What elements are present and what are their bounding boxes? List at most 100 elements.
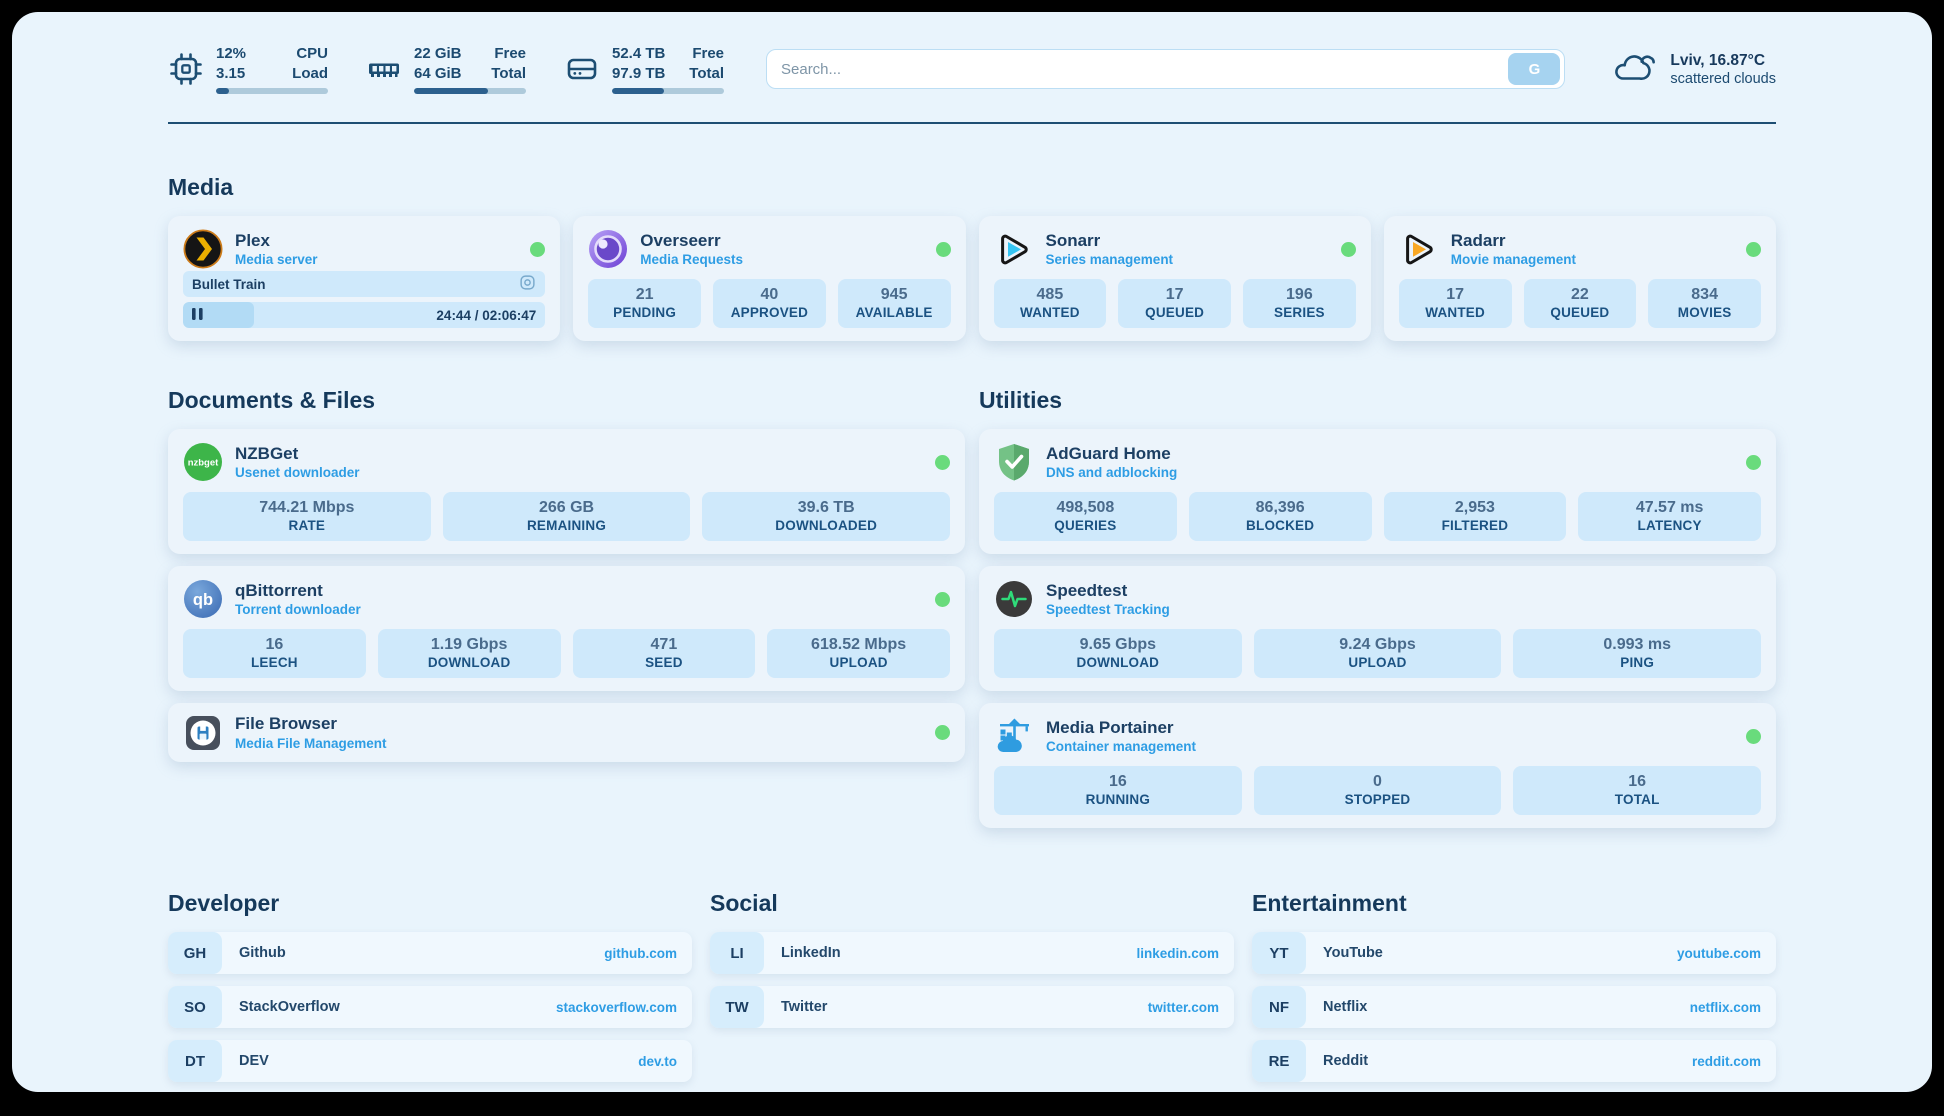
- app-card-sonarr: Sonarr Series management 485 WANTED 17 QUE…: [978, 216, 1371, 341]
- bookmark-linkedin[interactable]: LI LinkedIn linkedin.com: [710, 932, 1234, 974]
- app-card-speedtest: Speedtest Speedtest Tracking 9.65 Gbps DO…: [979, 566, 1776, 691]
- cpu-icon: [168, 51, 204, 87]
- stat-tile: 196 SERIES: [1243, 279, 1356, 328]
- bookmark-twitter[interactable]: TW Twitter twitter.com: [710, 986, 1234, 1028]
- svg-text:nzbget: nzbget: [188, 458, 219, 469]
- stat-tile: 485 WANTED: [993, 279, 1107, 328]
- memory-icon: [366, 51, 402, 87]
- radarr-icon: [1399, 229, 1439, 269]
- bookmark-abbr: DT: [168, 1040, 222, 1082]
- app-name: File Browser: [235, 714, 338, 734]
- bookmark-name: LinkedIn: [781, 945, 841, 961]
- disk-metric: 52.4 TB 97.9 TB Free Total: [564, 44, 724, 94]
- app-subtitle: Media Requests: [640, 252, 744, 268]
- now-playing-title: Bullet Train: [192, 276, 266, 292]
- bookmark-abbr: LI: [710, 932, 764, 974]
- header-divider: [168, 122, 1776, 124]
- bookmark-group-entertainment: Entertainment YT YouTube youtube.com NF …: [1252, 890, 1776, 1092]
- search-input[interactable]: [781, 60, 1509, 78]
- bookmark-abbr: SO: [168, 986, 222, 1028]
- app-link-qbittorrent[interactable]: qb qBittorrent Torrent downloader: [183, 579, 950, 619]
- stat-tile: 471 SEED: [572, 629, 756, 678]
- app-card-overseerr: Overseerr Media Requests 21 PENDING 40 APP…: [573, 216, 966, 341]
- app-link-adguard[interactable]: AdGuard Home DNS and adblocking: [994, 442, 1761, 482]
- memory-label-2: Total: [491, 64, 526, 82]
- bookmark-abbr: TW: [710, 986, 764, 1028]
- stat-tile: 17 WANTED: [1398, 279, 1512, 328]
- bookmark-stackoverflow[interactable]: SO StackOverflow stackoverflow.com: [168, 986, 692, 1028]
- stat-tile: 618.52 Mbps UPLOAD: [767, 629, 950, 678]
- stat-tile: 39.6 TB DOWNLOADED: [702, 492, 951, 541]
- bookmark-url[interactable]: reddit.com: [1691, 1053, 1761, 1069]
- weather-widget: Lviv, 16.87°C scattered clouds: [1611, 47, 1776, 92]
- app-card-portainer: Media Portainer Container management 16 R…: [979, 703, 1776, 828]
- app-link-speedtest[interactable]: Speedtest Speedtest Tracking: [994, 579, 1761, 619]
- status-dot: [1746, 454, 1761, 470]
- status-dot: [935, 241, 951, 257]
- memory-progress-bar: [414, 88, 526, 94]
- app-card-radarr: Radarr Movie management 17 WANTED 22 QUEUE…: [1383, 216, 1776, 341]
- stat-tile: 945 AVAILABLE: [837, 279, 951, 328]
- adguard-icon: [994, 442, 1034, 482]
- stat-tile: 1.19 Gbps DOWNLOAD: [377, 629, 561, 678]
- app-link-nzbget[interactable]: nzbget NZBGet Usenet downloader: [183, 442, 950, 482]
- bookmark-dev[interactable]: DT DEV dev.to: [168, 1040, 692, 1082]
- stat-tile: 16 RUNNING: [994, 766, 1242, 815]
- bookmark-url[interactable]: stackoverflow.com: [555, 999, 677, 1015]
- pause-icon: [192, 307, 203, 323]
- bookmark-name: Github: [239, 945, 286, 961]
- stat-tile: 40 APPROVED: [713, 279, 826, 328]
- sonarr-icon: [994, 229, 1034, 269]
- bookmark-url[interactable]: dev.to: [638, 1053, 677, 1069]
- bookmark-netflix[interactable]: NF Netflix netflix.com: [1252, 986, 1776, 1028]
- bookmark-abbr: RE: [1252, 1040, 1306, 1082]
- section-title-utilities: Utilities: [979, 387, 1063, 413]
- overseerr-icon: [588, 229, 628, 269]
- weather-location-temp: Lviv, 16.87°C: [1670, 51, 1766, 69]
- stat-tile: 86,396 BLOCKED: [1188, 492, 1372, 541]
- bookmark-name: DEV: [239, 1053, 269, 1069]
- app-link-filebrowser[interactable]: File Browser Media File Management: [183, 713, 950, 753]
- bookmark-reddit[interactable]: RE Reddit reddit.com: [1252, 1040, 1776, 1082]
- portainer-icon: [994, 716, 1034, 756]
- app-link-plex[interactable]: Plex Media server: [183, 229, 546, 269]
- app-link-radarr[interactable]: Radarr Movie management: [1399, 229, 1761, 269]
- weather-condition: scattered clouds: [1670, 70, 1776, 87]
- memory-label-1: Free: [494, 45, 526, 62]
- app-card-filebrowser: File Browser Media File Management: [168, 703, 965, 762]
- app-subtitle: Series management: [1045, 252, 1174, 268]
- app-link-sonarr[interactable]: Sonarr Series management: [994, 229, 1356, 269]
- section-utilities: Utilities AdGuard Home: [979, 387, 1776, 828]
- cpu-metric: 12% 3.15 CPU Load: [168, 44, 328, 94]
- app-card-adguard: AdGuard Home DNS and adblocking 498,508 Q…: [979, 429, 1776, 554]
- app-link-overseerr[interactable]: Overseerr Media Requests: [588, 229, 951, 269]
- bookmark-url[interactable]: linkedin.com: [1136, 945, 1219, 961]
- app-subtitle: Usenet downloader: [235, 465, 360, 481]
- bookmark-url[interactable]: youtube.com: [1676, 945, 1761, 961]
- bookmark-github[interactable]: GH Github github.com: [168, 932, 692, 974]
- bookmark-url[interactable]: twitter.com: [1147, 999, 1219, 1015]
- stat-tile: 17 QUEUED: [1118, 279, 1231, 328]
- bookmark-abbr: NF: [1252, 986, 1306, 1028]
- search-engine-button[interactable]: G: [1508, 53, 1561, 85]
- filebrowser-icon: [183, 713, 223, 753]
- stat-tile: 9.65 Gbps DOWNLOAD: [994, 629, 1242, 678]
- app-name: AdGuard Home: [1046, 443, 1171, 463]
- app-name: Overseerr: [640, 230, 721, 250]
- stat-tile: 834 MOVIES: [1648, 279, 1761, 328]
- status-dot: [935, 454, 950, 470]
- bookmark-url[interactable]: netflix.com: [1689, 999, 1761, 1015]
- status-dot: [530, 241, 546, 257]
- stat-tile: 9.24 Gbps UPLOAD: [1253, 629, 1502, 678]
- system-metrics: 12% 3.15 CPU Load: [168, 44, 724, 94]
- session-icon[interactable]: [519, 274, 536, 294]
- stat-tile: 16 LEECH: [183, 629, 366, 678]
- bookmark-name: YouTube: [1323, 945, 1383, 961]
- app-name: Plex: [235, 230, 270, 250]
- stat-tile: 0 STOPPED: [1253, 766, 1502, 815]
- stat-tile: 744.21 Mbps RATE: [183, 492, 431, 541]
- app-link-portainer[interactable]: Media Portainer Container management: [994, 716, 1761, 756]
- bookmark-youtube[interactable]: YT YouTube youtube.com: [1252, 932, 1776, 974]
- bookmark-url[interactable]: github.com: [604, 945, 677, 961]
- stat-tile: 2,953 FILTERED: [1383, 492, 1567, 541]
